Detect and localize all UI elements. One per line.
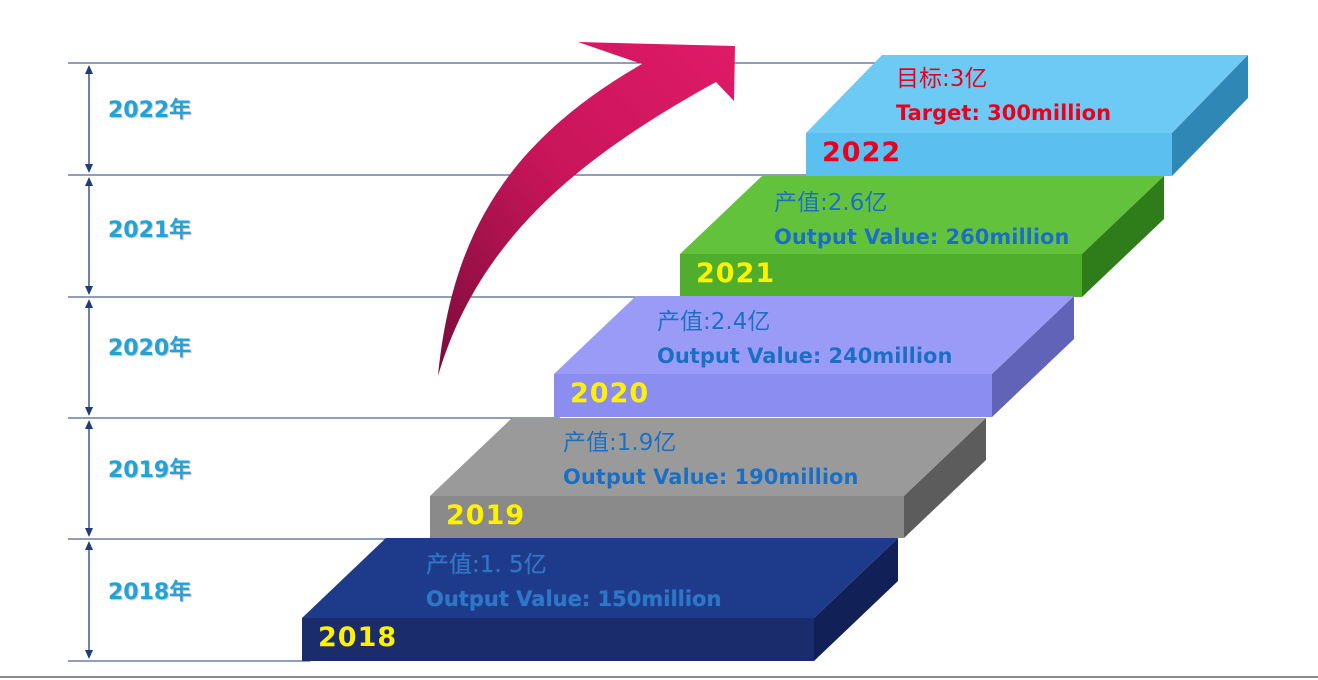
step-side-face (1082, 176, 1164, 297)
steps (302, 55, 1248, 661)
timeline-year-label: 2019年 (108, 458, 192, 483)
growth-arrow (438, 42, 735, 376)
timeline-span-arrow (85, 299, 93, 416)
step-value-en: Output Value: 240million (657, 344, 953, 368)
step-value-en: Output Value: 150million (426, 587, 722, 611)
timeline-year-label: 2018年 (108, 580, 192, 605)
step-value-en: Target: 300million (896, 101, 1112, 125)
step-top-face (554, 296, 1074, 374)
step-value-text: 目标:3亿 Target: 300million (896, 62, 1111, 130)
step-front-face (430, 496, 904, 538)
bottom-divider (0, 676, 1318, 678)
timeline-span-arrow (85, 541, 93, 659)
step-side-face (1172, 55, 1248, 176)
step-value-cn: 产值:2.6亿 (774, 190, 888, 216)
step-2021 (680, 176, 1164, 297)
step-top-face (680, 176, 1164, 254)
timeline-span-arrow (85, 177, 93, 295)
timeline-year-label: 2022年 (108, 98, 192, 123)
step-2020 (554, 296, 1074, 417)
step-top-face (302, 538, 898, 618)
step-value-en: Output Value: 190million (563, 465, 859, 489)
step-front-face (554, 374, 992, 417)
step-year-label: 2020 (570, 378, 650, 409)
step-top-face (430, 418, 986, 496)
step-2019 (430, 418, 986, 538)
step-year-label: 2021 (696, 258, 776, 289)
step-front-face (806, 133, 1172, 176)
growth-arrow-shape (438, 42, 735, 376)
step-side-face (992, 296, 1074, 417)
step-value-text: 产值:2.6亿 Output Value: 260million (774, 186, 1069, 254)
step-value-en: Output Value: 260million (774, 225, 1070, 249)
step-year-label: 2018 (318, 622, 398, 653)
step-year-label: 2022 (822, 137, 902, 168)
step-top-face (806, 55, 1248, 133)
timeline-span-arrow (85, 65, 93, 173)
step-value-cn: 产值:1. 5亿 (426, 552, 547, 578)
step-2022 (806, 55, 1248, 176)
step-value-cn: 产值:2.4亿 (657, 309, 771, 335)
step-value-text: 产值:1. 5亿 Output Value: 150million (426, 548, 721, 616)
step-value-text: 产值:1.9亿 Output Value: 190million (563, 426, 858, 494)
timeline-guides (68, 62, 900, 662)
step-2018 (302, 538, 898, 661)
step-value-cn: 目标:3亿 (896, 66, 988, 92)
step-year-label: 2019 (446, 500, 526, 531)
step-side-face (904, 418, 986, 538)
step-front-face (680, 254, 1082, 297)
timeline-span-arrow (85, 420, 93, 537)
step-value-cn: 产值:1.9亿 (563, 430, 677, 456)
timeline-year-label: 2020年 (108, 336, 192, 361)
step-value-text: 产值:2.4亿 Output Value: 240million (657, 305, 952, 373)
step-side-face (814, 538, 898, 661)
timeline-year-label: 2021年 (108, 218, 192, 243)
step-front-face (302, 618, 814, 661)
